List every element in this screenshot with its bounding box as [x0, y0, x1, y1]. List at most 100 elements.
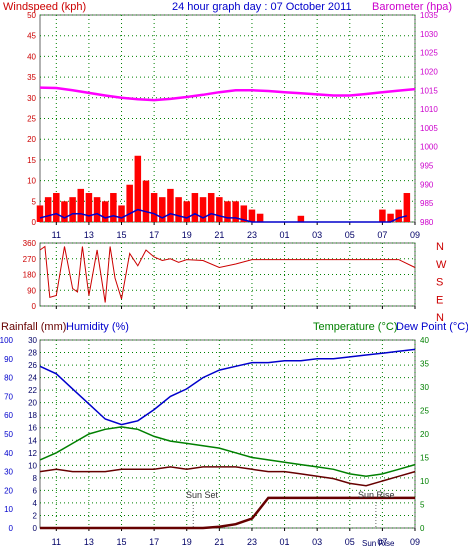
wind-direction-line [39, 245, 416, 303]
x-tick-label: 17 [149, 230, 159, 240]
compass-label: S [436, 277, 443, 289]
compass-label: W [436, 259, 447, 271]
sunrise-label: Sun Rise [358, 490, 395, 500]
windspeed-bar [207, 193, 215, 222]
x-tick-label: 17 [149, 537, 159, 547]
windspeed-bar [216, 197, 223, 222]
windspeed-bar [150, 193, 158, 222]
humidity-axis-tick-label: 60 [4, 411, 13, 420]
x-tick-label: 05 [345, 537, 355, 547]
rainfall-axis-tick-label: 20 [28, 399, 37, 408]
dewpoint-line [39, 466, 416, 487]
windspeed-bar [232, 201, 239, 222]
windspeed-bar [44, 197, 52, 222]
humidity-axis-tick-label: 40 [4, 449, 13, 458]
windspeed-bar [118, 205, 125, 222]
barometer-axis-tick-label: 1025 [420, 49, 438, 58]
wind-gust-line [39, 208, 407, 223]
x-tick-label: 21 [214, 230, 224, 240]
temperature-axis-tick-label: 30 [420, 383, 429, 392]
temperature-line [39, 426, 416, 478]
direction-axis-tick-label: 270 [23, 255, 37, 264]
barometer-axis-tick-label: 985 [420, 199, 434, 208]
rainfall-axis-tick-label: 26 [28, 361, 37, 370]
windspeed-bar [240, 205, 248, 222]
windspeed-bar [36, 205, 44, 222]
x-tick-label: 07 [377, 230, 387, 240]
x-tick-label: 15 [117, 230, 127, 240]
compass-label: E [436, 294, 443, 306]
barometer-axis-tick-label: 1035 [420, 11, 438, 20]
x-tick-label: 09 [410, 230, 420, 240]
windspeed-bar [297, 215, 305, 222]
windspeed-axis-title: Windspeed (kph) [3, 1, 86, 13]
temperature-axis-tick-label: 10 [420, 477, 429, 486]
temperature-axis-tick-label: 25 [420, 407, 429, 416]
windspeed-bar [387, 213, 394, 222]
windspeed-bar [248, 209, 256, 222]
windspeed-axis-tick-label: 45 [27, 32, 36, 41]
compass-label: N [436, 312, 444, 324]
humidity-axis-tick-label: 80 [4, 374, 13, 383]
rainfall-axis-tick-label: 6 [33, 486, 38, 495]
direction-axis-tick-label: 360 [23, 239, 37, 248]
x-tick-label: 01 [280, 230, 290, 240]
barometer-axis-title: Barometer (hpa) [372, 1, 452, 13]
x-tick-label: 23 [247, 230, 257, 240]
windspeed-bar [403, 193, 411, 222]
rainfall-axis-title: Rainfall (mm) [1, 321, 66, 333]
barometer-axis-tick-label: 990 [420, 180, 434, 189]
barometer-axis-tick-label: 1030 [420, 30, 438, 39]
windspeed-bar [395, 209, 402, 222]
barometer-axis-tick-label: 1010 [420, 105, 438, 114]
temperature-axis-tick-label: 5 [420, 501, 425, 510]
barometer-axis-tick-label: 1020 [420, 67, 438, 76]
barometer-axis-tick-label: 1015 [420, 86, 438, 95]
windspeed-bar [61, 201, 68, 222]
windspeed-axis-tick-label: 10 [27, 177, 36, 186]
rainfall-axis-tick-label: 10 [28, 461, 37, 470]
windspeed-axis-tick-label: 40 [27, 52, 36, 61]
x-tick-label: 13 [84, 230, 94, 240]
rainfall-axis-tick-label: 28 [28, 349, 37, 358]
windspeed-axis-tick-label: 30 [27, 94, 36, 103]
windspeed-axis-tick-label: 25 [27, 115, 36, 124]
direction-axis-tick-label: 0 [32, 302, 37, 311]
rainfall-line [40, 496, 415, 530]
rainfall-axis-tick-label: 4 [33, 499, 38, 508]
x-tick-label: 05 [345, 230, 355, 240]
dewpoint-axis-title: Dew Point (°C) [396, 321, 468, 333]
x-tick-label: 01 [280, 537, 290, 547]
temperature-axis-tick-label: 20 [420, 430, 429, 439]
windspeed-bar [191, 193, 199, 222]
humidity-axis-tick-label: 50 [4, 430, 13, 439]
windspeed-bar [224, 201, 231, 222]
temperature-axis-tick-label: 15 [420, 454, 429, 463]
graph-title: 24 hour graph day : 07 October 2011 [172, 1, 352, 13]
barometer-axis-tick-label: 1000 [420, 143, 438, 152]
windspeed-bar [69, 197, 76, 222]
x-tick-label: 03 [312, 230, 322, 240]
x-tick-label: 23 [247, 537, 257, 547]
x-tick-label: 19 [182, 230, 192, 240]
sunset-label: Sun Set [186, 490, 219, 500]
rainfall-axis-tick-label: 12 [28, 449, 37, 458]
temperature-axis-tick-label: 0 [420, 524, 425, 533]
x-tick-label: 09 [410, 537, 420, 547]
humidity-axis-tick-label: 70 [4, 392, 13, 401]
rainfall-axis-tick-label: 16 [28, 424, 37, 433]
rainfall-axis-tick-label: 18 [28, 411, 37, 420]
rainfall-axis-tick-label: 0 [33, 524, 38, 533]
windspeed-bar [379, 209, 386, 222]
x-tick-label: 13 [84, 537, 94, 547]
barometer-line [39, 86, 416, 102]
windspeed-bar [175, 197, 182, 222]
x-tick-label: 15 [117, 537, 127, 547]
rainfall-axis-tick-label: 2 [33, 511, 38, 520]
barometer-axis-tick-label: 995 [420, 162, 434, 171]
humidity-axis-tick-label: 100 [0, 336, 14, 345]
humidity-axis-tick-label: 90 [4, 355, 13, 364]
windspeed-axis-tick-label: 15 [27, 156, 36, 165]
temperature-axis-tick-label: 40 [420, 336, 429, 345]
